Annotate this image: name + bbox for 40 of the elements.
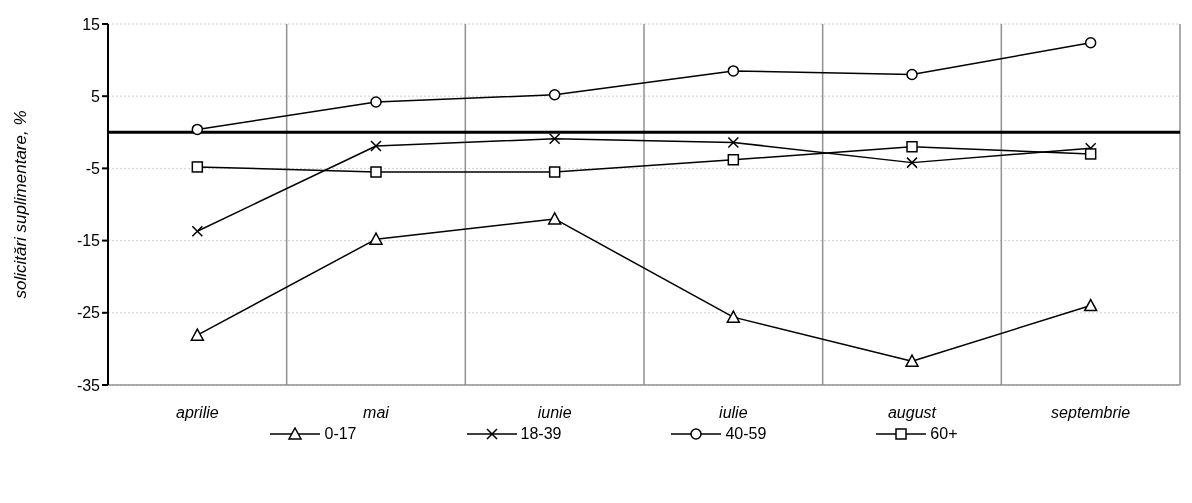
point <box>369 232 383 245</box>
point <box>906 156 918 169</box>
y-tick-label: -15 <box>76 232 101 250</box>
y-tick-label: -5 <box>85 160 101 178</box>
point <box>370 140 382 152</box>
point <box>547 212 562 225</box>
point <box>191 225 204 237</box>
point <box>727 153 740 166</box>
point <box>190 328 205 341</box>
point <box>1084 148 1097 160</box>
point <box>727 136 740 149</box>
y-tick-label: -35 <box>76 376 101 394</box>
y-tick-label: 5 <box>91 87 101 105</box>
y-axis-title: solicitări suplimentare, % <box>11 110 31 299</box>
y-tick-label: 15 <box>82 15 101 33</box>
y-tick-label: -25 <box>76 304 101 322</box>
point <box>1083 298 1098 312</box>
point <box>370 166 382 178</box>
point <box>906 68 918 81</box>
point <box>191 123 204 136</box>
x-tick-label: iulie <box>719 404 748 422</box>
legend-label: 60+ <box>930 425 958 443</box>
x-tick-label: septembrie <box>1051 404 1131 422</box>
x-tick-label: aprilie <box>175 404 219 422</box>
point <box>727 65 740 77</box>
point <box>370 96 382 108</box>
point <box>726 310 741 323</box>
x-tick-label: iunie <box>537 404 572 422</box>
point <box>548 133 561 145</box>
point <box>548 89 561 101</box>
x-tick-label: august <box>887 404 937 422</box>
legend-label: 40-59 <box>725 425 767 443</box>
legend-label: 0-17 <box>324 425 357 443</box>
point <box>905 354 919 367</box>
point <box>191 161 204 173</box>
point <box>1084 37 1097 49</box>
legend-label: 18-39 <box>520 425 562 443</box>
point <box>906 140 918 153</box>
point <box>548 166 561 178</box>
x-tick-label: mai <box>363 404 390 422</box>
